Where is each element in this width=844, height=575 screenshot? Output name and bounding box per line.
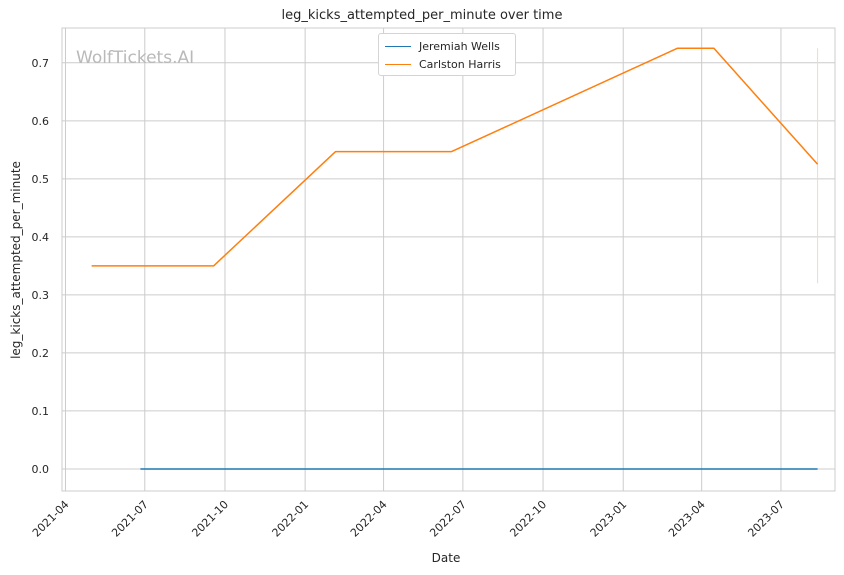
y-tick-label: 0.2 xyxy=(32,347,50,360)
x-tick-label: 2022-01 xyxy=(270,498,312,540)
y-axis-ticks: 0.0 0.1 0.2 0.3 0.4 0.5 0.6 0.7 xyxy=(32,57,50,476)
y-tick-label: 0.4 xyxy=(32,231,50,244)
legend-swatch-carlston-harris xyxy=(385,63,411,65)
x-tick-label: 2023-01 xyxy=(588,498,630,540)
x-tick-label: 2022-10 xyxy=(507,498,549,540)
legend-label-jeremiah-wells: Jeremiah Wells xyxy=(419,39,500,53)
x-axis-label: Date xyxy=(431,551,461,565)
series-layer xyxy=(91,47,819,470)
y-axis-label: leg_kicks_attempted_per_minute xyxy=(9,161,23,359)
x-tick-label: 2023-04 xyxy=(666,498,708,540)
y-tick-label: 0.1 xyxy=(32,405,50,418)
legend-swatch-jeremiah-wells xyxy=(385,45,411,47)
y-tick-label: 0.5 xyxy=(32,173,50,186)
y-tick-label: 0.0 xyxy=(32,463,50,476)
grid-lines xyxy=(62,28,835,491)
legend-item-jeremiah-wells: Jeremiah Wells xyxy=(379,37,515,55)
plot-area xyxy=(61,27,836,492)
x-tick-label: 2021-04 xyxy=(30,498,72,540)
legend-item-carlston-harris: Carlston Harris xyxy=(379,55,515,73)
x-axis-ticks: 2021-04 2021-07 2021-10 2022-01 2022-04 2022-… xyxy=(30,498,787,540)
y-tick-label: 0.6 xyxy=(32,115,50,128)
legend-label-carlston-harris: Carlston Harris xyxy=(419,57,501,71)
watermark: WolfTickets.AI xyxy=(76,48,195,68)
x-tick-label: 2021-07 xyxy=(109,498,151,540)
x-tick-label: 2022-07 xyxy=(427,498,469,540)
legend: Jeremiah Wells Carlston Harris xyxy=(378,33,516,76)
y-tick-label: 0.7 xyxy=(32,57,50,70)
series-line-carlston-harris xyxy=(91,47,819,267)
x-tick-label: 2021-10 xyxy=(189,498,231,540)
y-tick-label: 0.3 xyxy=(32,289,50,302)
chart-title: leg_kicks_attempted_per_minute over time xyxy=(281,8,563,23)
x-tick-label: 2023-07 xyxy=(745,498,787,540)
x-tick-label: 2022-04 xyxy=(348,498,390,540)
